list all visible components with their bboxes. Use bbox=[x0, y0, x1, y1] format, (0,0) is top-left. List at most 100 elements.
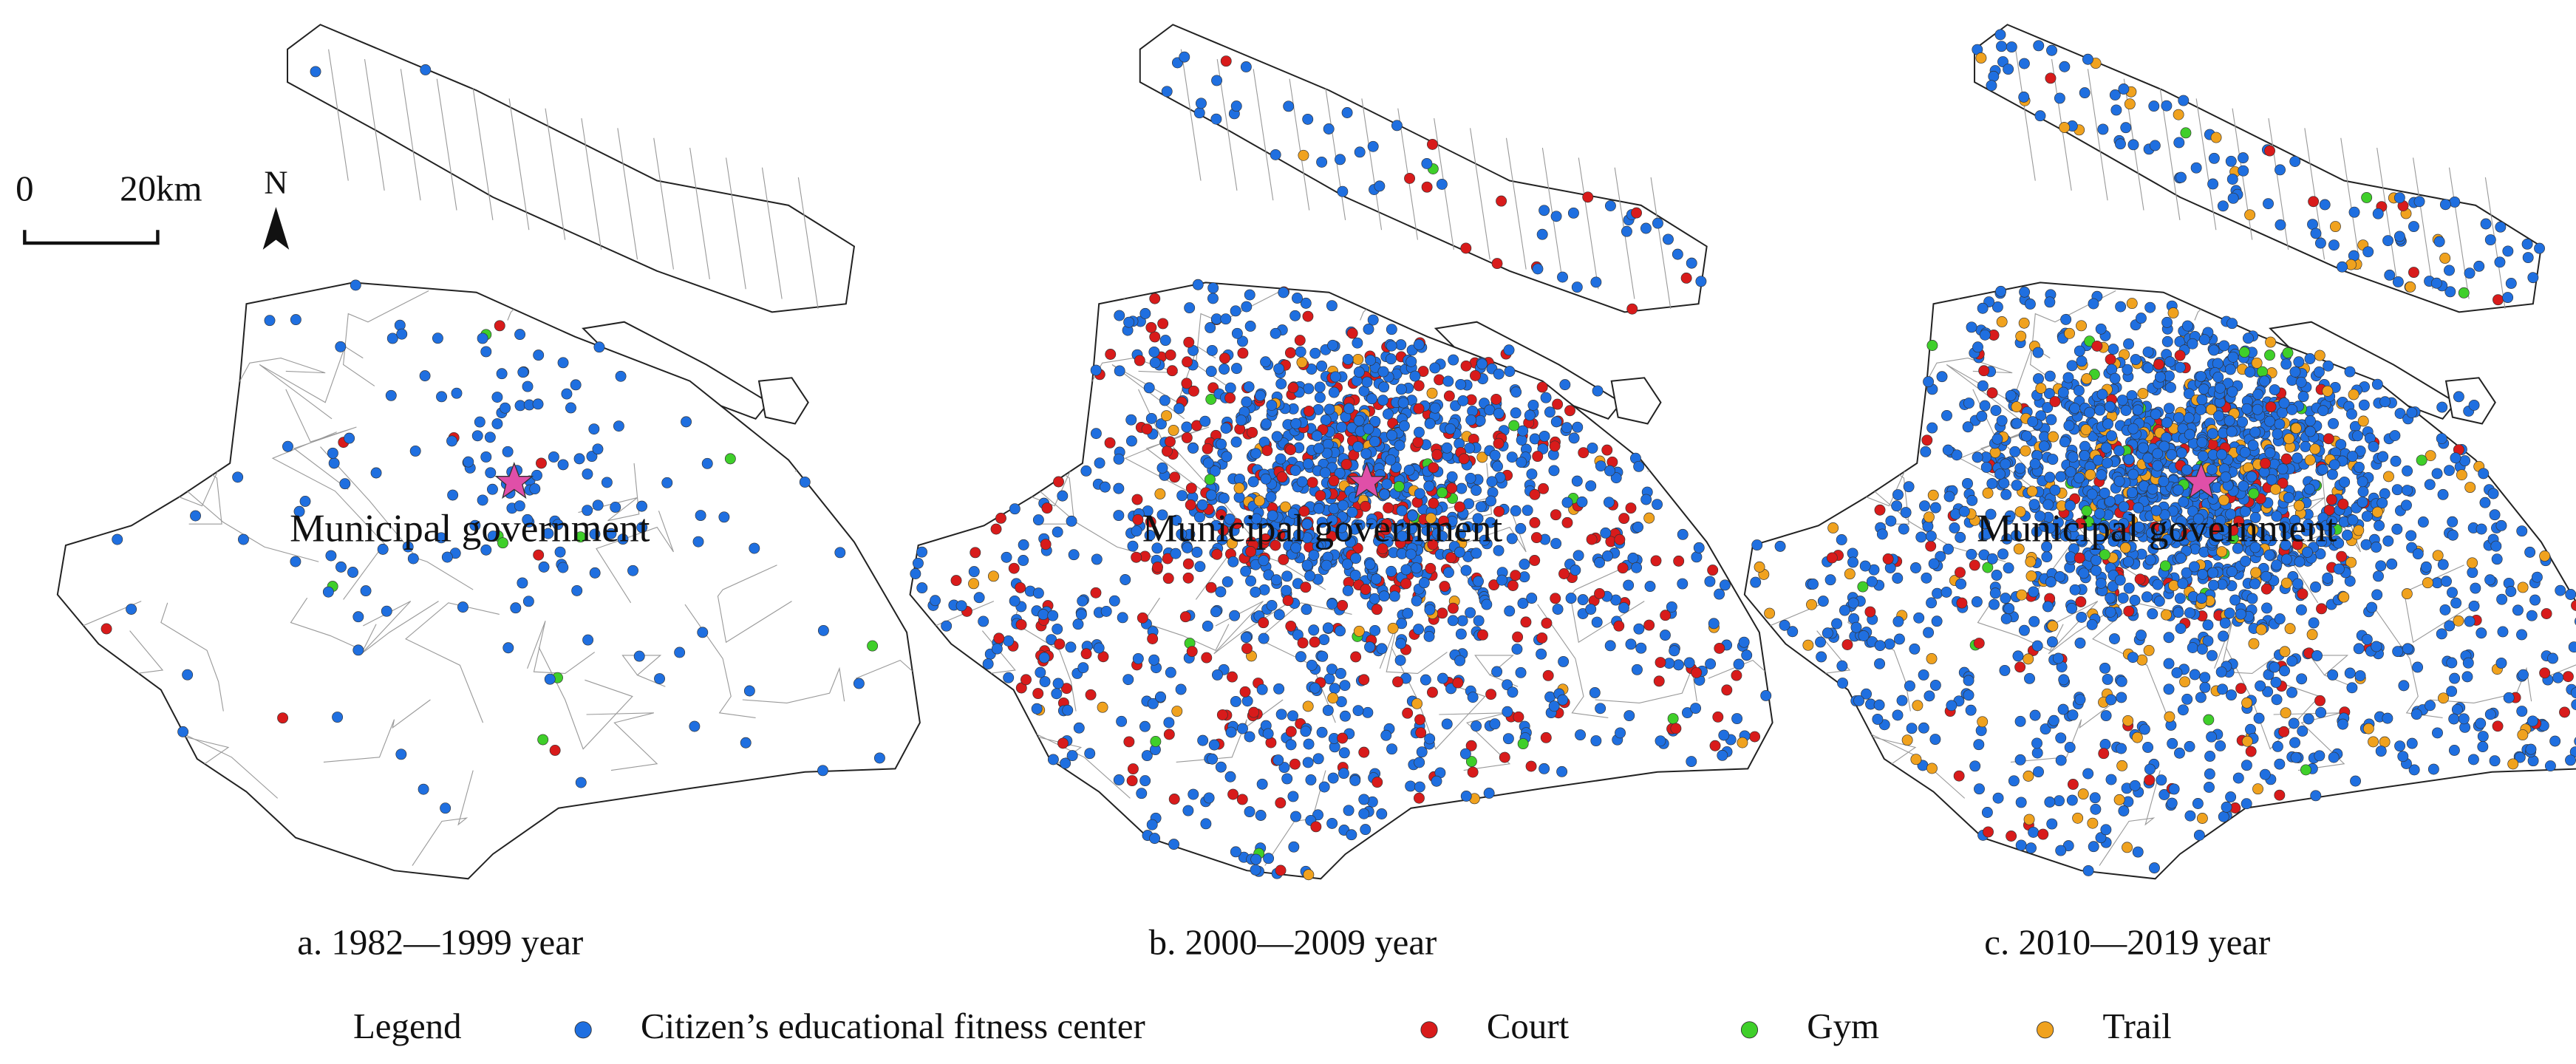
facility-point bbox=[2402, 643, 2413, 655]
facility-point bbox=[2326, 468, 2338, 480]
facility-point bbox=[432, 332, 443, 344]
facility-point bbox=[2127, 652, 2139, 664]
facility-point bbox=[1594, 556, 1605, 568]
facility-point bbox=[2382, 535, 2394, 547]
facility-point bbox=[2144, 774, 2156, 786]
facility-point bbox=[1344, 536, 1356, 548]
facility-point bbox=[1240, 632, 1252, 644]
facility-point bbox=[1326, 598, 1338, 610]
facility-point bbox=[2424, 479, 2436, 491]
facility-point bbox=[1243, 381, 1255, 392]
facility-point bbox=[1550, 593, 1561, 604]
facility-point bbox=[1210, 113, 1222, 125]
facility-point bbox=[1352, 705, 1364, 717]
facility-point bbox=[2526, 715, 2538, 727]
facility-point bbox=[1077, 595, 1088, 607]
facility-point bbox=[1690, 703, 1702, 715]
facility-point bbox=[2011, 417, 2023, 429]
facility-point bbox=[1163, 717, 1175, 729]
facility-point bbox=[2066, 360, 2078, 372]
facility-point bbox=[2549, 735, 2561, 747]
facility-point bbox=[2164, 403, 2175, 415]
facility-point bbox=[2027, 416, 2039, 428]
facility-point bbox=[1171, 514, 1182, 526]
facility-point bbox=[1300, 726, 1312, 737]
facility-point bbox=[2152, 460, 2164, 471]
facility-point bbox=[1367, 140, 1379, 152]
facility-point bbox=[1673, 659, 1684, 671]
facility-point bbox=[1360, 584, 1372, 596]
facility-point bbox=[1493, 437, 1505, 449]
district-boundary bbox=[623, 824, 681, 879]
facility-point bbox=[2235, 608, 2246, 620]
facility-point bbox=[1517, 598, 1529, 609]
facility-point bbox=[1335, 625, 1346, 637]
facility-point bbox=[1260, 356, 1272, 368]
facility-point bbox=[1250, 853, 1262, 865]
district-boundary bbox=[596, 511, 674, 604]
facility-point bbox=[2448, 745, 2460, 756]
facility-point bbox=[571, 584, 583, 596]
facility-point bbox=[565, 402, 576, 414]
facility-point bbox=[2347, 514, 2359, 526]
facility-point bbox=[2293, 356, 2305, 368]
facility-point bbox=[2164, 356, 2176, 368]
facility-point bbox=[2405, 281, 2416, 293]
facility-point bbox=[1108, 595, 1120, 607]
facility-point bbox=[588, 423, 600, 435]
facility-point bbox=[2534, 242, 2545, 254]
facility-point bbox=[2289, 156, 2301, 167]
facility-point bbox=[1477, 629, 1488, 641]
facility-point bbox=[2124, 98, 2136, 110]
facility-point bbox=[2074, 472, 2085, 484]
facility-point bbox=[2069, 403, 2081, 415]
facility-point bbox=[817, 765, 828, 777]
facility-point bbox=[2079, 87, 2091, 99]
facility-point bbox=[1308, 549, 1320, 561]
facility-point bbox=[1032, 688, 1044, 699]
facility-point bbox=[1708, 618, 1720, 630]
facility-point bbox=[1182, 572, 1194, 584]
facility-point bbox=[1085, 689, 1097, 700]
facility-point bbox=[1131, 494, 1143, 505]
facility-point bbox=[2100, 442, 2112, 454]
facility-point bbox=[2401, 499, 2412, 511]
facility-point bbox=[1994, 29, 2006, 41]
facility-point bbox=[1161, 446, 1173, 457]
facility-point bbox=[1335, 154, 1346, 166]
facility-point bbox=[1601, 444, 1613, 456]
facility-point bbox=[1585, 604, 1597, 615]
facility-point bbox=[2280, 707, 2292, 719]
facility-point bbox=[910, 568, 921, 579]
facility-point bbox=[1963, 398, 1974, 409]
facility-point bbox=[1203, 792, 1215, 804]
facility-point bbox=[1378, 590, 1390, 602]
facility-point bbox=[1925, 531, 1937, 542]
facility-point bbox=[2271, 559, 2283, 571]
facility-point bbox=[2246, 471, 2258, 482]
facility-point bbox=[1233, 491, 1245, 503]
facility-point bbox=[1093, 642, 1105, 654]
facility-point bbox=[1564, 405, 1575, 417]
facility-point bbox=[1476, 451, 1488, 463]
facility-point bbox=[2020, 445, 2031, 457]
facility-point bbox=[1224, 392, 1236, 404]
facility-point bbox=[2248, 488, 2260, 499]
facility-point bbox=[1489, 449, 1501, 461]
facility-point bbox=[1857, 581, 1869, 593]
facility-point bbox=[2174, 361, 2186, 373]
facility-point bbox=[1317, 650, 1329, 662]
facility-point bbox=[2175, 552, 2187, 564]
facility-point bbox=[1576, 496, 1588, 508]
facility-point bbox=[1380, 729, 1392, 741]
facility-point bbox=[435, 532, 447, 544]
facility-point bbox=[1326, 817, 1338, 829]
facility-point bbox=[2100, 710, 2112, 722]
facility-point bbox=[1352, 441, 1364, 453]
facility-point bbox=[2173, 484, 2184, 496]
facility-point bbox=[1270, 149, 1281, 160]
facility-point bbox=[743, 685, 755, 697]
facility-point bbox=[1301, 518, 1313, 530]
facility-point bbox=[1749, 731, 1761, 743]
